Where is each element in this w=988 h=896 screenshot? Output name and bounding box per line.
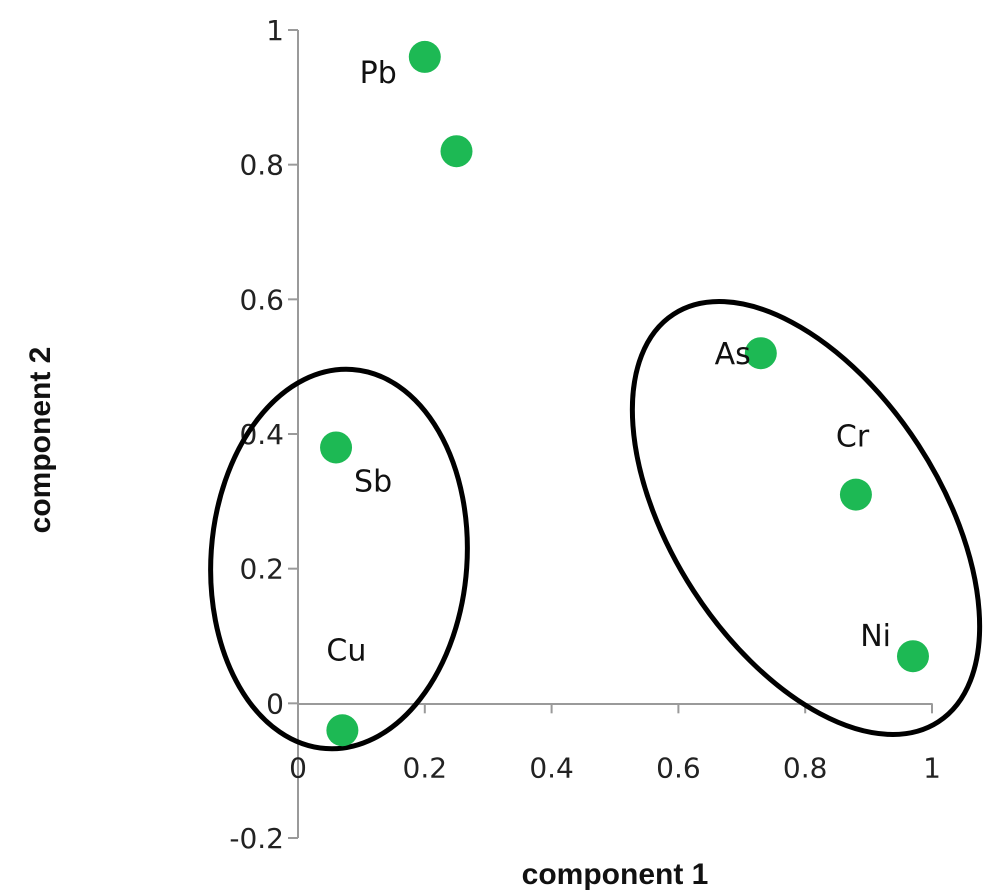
data-point-cu (326, 714, 359, 747)
y-ticks: -0.200.20.40.60.81 (229, 14, 298, 855)
y-tick-label: 0.8 (239, 149, 284, 182)
data-point-cr (839, 478, 872, 511)
data-point-as (744, 337, 777, 370)
data-point-ni (896, 640, 929, 673)
point-label-cu: Cu (326, 633, 366, 668)
data-points (320, 40, 929, 747)
point-label-pb: Pb (360, 56, 397, 91)
x-tick-label: 0 (289, 751, 307, 784)
point-label-as: As (715, 337, 751, 372)
y-tick-label: 0 (266, 687, 284, 720)
x-tick-label: 0.6 (656, 751, 701, 784)
cluster-ellipse-as-cr-ni (629, 299, 983, 737)
x-tick-label: 0.8 (783, 751, 828, 784)
cluster-ellipses (208, 299, 983, 752)
point-labels: Pb As Sb Cr Ni Cu (326, 56, 891, 668)
data-point-pb (408, 40, 441, 73)
x-tick-label: 1 (923, 751, 941, 784)
y-axis-label: component 2 (24, 347, 57, 534)
y-tick-label: 0.6 (239, 283, 284, 316)
y-tick-label: 0.2 (239, 553, 284, 586)
x-tick-label: 0.2 (403, 751, 448, 784)
point-label-ni: Ni (860, 619, 891, 654)
point-label-cr: Cr (836, 420, 870, 455)
x-ticks: 0 0.2 0.4 0.6 0.8 1 (289, 703, 941, 784)
x-axis-label: component 1 (522, 858, 709, 891)
x-tick-label: 0.4 (529, 751, 574, 784)
y-tick-label: -0.2 (229, 822, 284, 855)
point-label-sb: Sb (354, 464, 392, 499)
data-point-sb (320, 431, 353, 464)
data-point-unlabeled-1 (440, 135, 473, 168)
y-tick-label: 1 (266, 14, 284, 47)
cluster-ellipse-sb-cu (208, 366, 470, 752)
